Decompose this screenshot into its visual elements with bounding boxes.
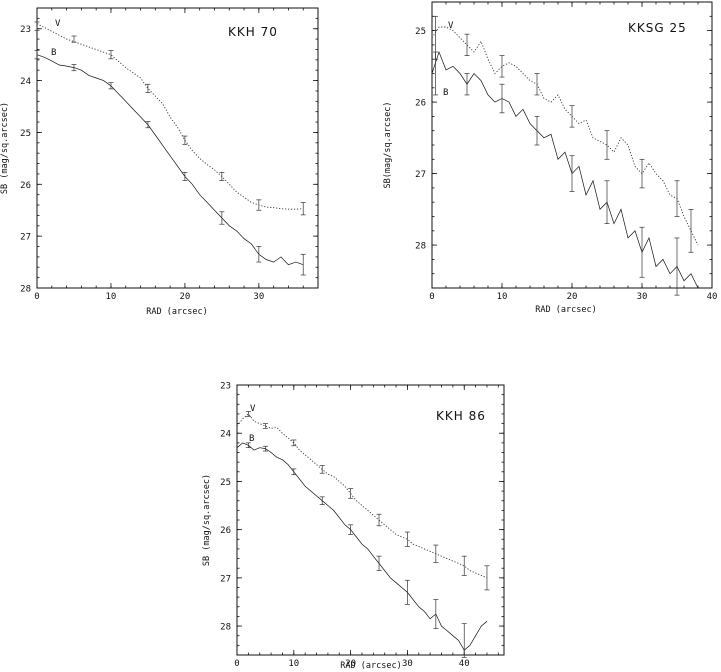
y-tick-label: 28 (415, 242, 426, 252)
y-tick-label: 24 (220, 430, 231, 440)
x-tick-label: 30 (402, 659, 413, 669)
panel-kkh86: 0 10 20 30 40 23 24 25 26 27 28 RAD (arcsec) SB (mag… (202, 382, 505, 671)
series-label-v: V (448, 21, 454, 31)
series-label-v: V (250, 404, 256, 414)
plot-frame (36, 7, 319, 289)
y-tick-label: 23 (220, 382, 231, 392)
series-v-line (36, 23, 304, 210)
series-label-v: V (55, 19, 61, 29)
series-label-b: B (443, 88, 448, 98)
x-axis-label: RAD (arcsec) (535, 305, 596, 315)
y-tick-label: 26 (20, 181, 31, 191)
x-tick-label: 20 (567, 292, 578, 302)
y-tick-label: 25 (20, 129, 31, 139)
x-tick-label: 10 (497, 292, 508, 302)
y-tick-label: 27 (20, 233, 31, 243)
series-v-line (431, 26, 699, 246)
y-tick-label: 25 (415, 27, 426, 37)
y-axis-label: SB(mag/sq.arcsec) (383, 102, 393, 189)
x-tick-label: 10 (106, 292, 117, 302)
series-b-line (36, 54, 304, 266)
y-tick-label: 25 (220, 478, 231, 488)
x-tick-label: 10 (288, 659, 299, 669)
series-b-line (236, 442, 488, 651)
y-axis-label: SB (mag/sq.arcsec) (0, 102, 10, 194)
x-axis-label: RAD (arcsec) (340, 661, 401, 671)
x-tick-label: 20 (345, 659, 356, 669)
y-tick-label: 28 (220, 623, 231, 633)
chart-title: KKSG 25 (628, 21, 687, 35)
x-tick-label: 30 (253, 292, 264, 302)
series-b-line (431, 50, 699, 289)
series-v-line (236, 413, 488, 579)
y-axis-label: SB (mag/sq.arcsec) (202, 474, 212, 566)
x-tick-label: 0 (34, 292, 39, 302)
series-label-b: B (249, 434, 254, 444)
y-tick-label: 26 (220, 526, 231, 536)
x-tick-label: 40 (459, 659, 470, 669)
series-label-b: B (51, 48, 56, 58)
y-tick-label: 26 (415, 99, 426, 109)
x-tick-label: 40 (707, 292, 718, 302)
chart-title: KKH 70 (228, 25, 278, 39)
x-tick-label: 0 (429, 292, 434, 302)
y-tick-label: 24 (20, 77, 31, 87)
panel-kksg25: 0 10 20 30 40 25 26 27 28 RAD (arcsec) SB(mag/sq.a… (383, 1, 718, 315)
x-tick-label: 0 (234, 659, 239, 669)
panel-kkh70: 0 10 20 30 23 24 25 26 27 28 RAD (arcsec) SB (mag/s… (0, 7, 319, 317)
chart-title: KKH 86 (436, 409, 486, 423)
plot-frame (431, 1, 713, 289)
y-tick-label: 23 (20, 25, 31, 35)
x-axis-label: RAD (arcsec) (146, 307, 207, 317)
y-tick-label: 27 (220, 574, 231, 584)
y-tick-label: 28 (20, 285, 31, 295)
y-tick-label: 27 (415, 170, 426, 180)
x-tick-label: 20 (179, 292, 190, 302)
x-tick-label: 30 (637, 292, 648, 302)
plot-frame (236, 384, 505, 656)
